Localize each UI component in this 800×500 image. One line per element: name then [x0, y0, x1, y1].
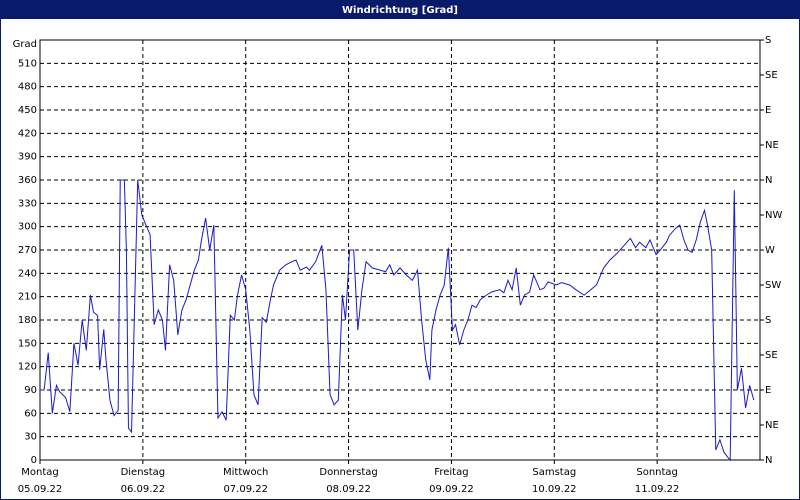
y-tick-label: 360 — [18, 175, 37, 186]
y2-tick-label: W — [765, 245, 775, 256]
y-tick-label: 510 — [18, 58, 37, 69]
x-tick-label: Montag — [21, 467, 58, 478]
x-tick-date: 10.09.22 — [532, 484, 577, 495]
x-tick-date: 08.09.22 — [326, 484, 371, 495]
y2-tick-label: N — [765, 175, 772, 186]
y-tick-label: 90 — [24, 385, 37, 396]
y-tick-label: 180 — [18, 315, 37, 326]
y2-tick-label: S — [765, 35, 771, 46]
y-tick-label: 0 — [31, 455, 37, 466]
y-tick-label: 420 — [18, 128, 37, 139]
x-tick-label: Donnerstag — [319, 467, 377, 478]
y2-tick-label: SW — [765, 280, 781, 291]
y-tick-label: 210 — [18, 292, 37, 303]
y2-tick-label: E — [765, 385, 771, 396]
y-tick-label: 300 — [18, 222, 37, 233]
y-tick-label: 480 — [18, 82, 37, 93]
x-tick-date: 05.09.22 — [18, 484, 63, 495]
y2-tick-label: NE — [765, 420, 779, 431]
y-tick-label: 240 — [18, 268, 37, 279]
y-tick-label: 30 — [24, 432, 37, 443]
data-line — [40, 179, 755, 462]
x-tick-label: Sonntag — [636, 467, 678, 478]
x-tick-date: 11.09.22 — [635, 484, 680, 495]
title-bar — [0, 0, 800, 19]
x-tick-label: Samstag — [532, 467, 576, 478]
y-tick-label: 450 — [18, 105, 37, 116]
x-tick-date: 07.09.22 — [223, 484, 268, 495]
x-tick-date: 09.09.22 — [429, 484, 474, 495]
y2-tick-label: NW — [765, 210, 782, 221]
y-tick-label: 390 — [18, 152, 37, 163]
y-tick-label: 270 — [18, 245, 37, 256]
x-tick-date: 06.09.22 — [121, 484, 166, 495]
x-tick-label: Dienstag — [121, 467, 166, 478]
y2-tick-label: SE — [765, 350, 778, 361]
y2-tick-label: SE — [765, 70, 778, 81]
y-tick-label: 330 — [18, 198, 37, 209]
x-tick-label: Freitag — [434, 467, 468, 478]
y2-tick-label: NE — [765, 140, 779, 151]
y-axis-label: Grad — [13, 39, 37, 50]
y-tick-label: 150 — [18, 338, 37, 349]
chart-title: Windrichtung [Grad] — [342, 5, 458, 16]
x-tick-label: Mittwoch — [223, 467, 268, 478]
y2-tick-label: E — [765, 105, 771, 116]
y-tick-label: 120 — [18, 362, 37, 373]
y-tick-label: 60 — [24, 408, 37, 419]
plot-frame — [39, 39, 761, 461]
y2-tick-label: S — [765, 315, 771, 326]
y2-tick-label: N — [765, 455, 772, 466]
